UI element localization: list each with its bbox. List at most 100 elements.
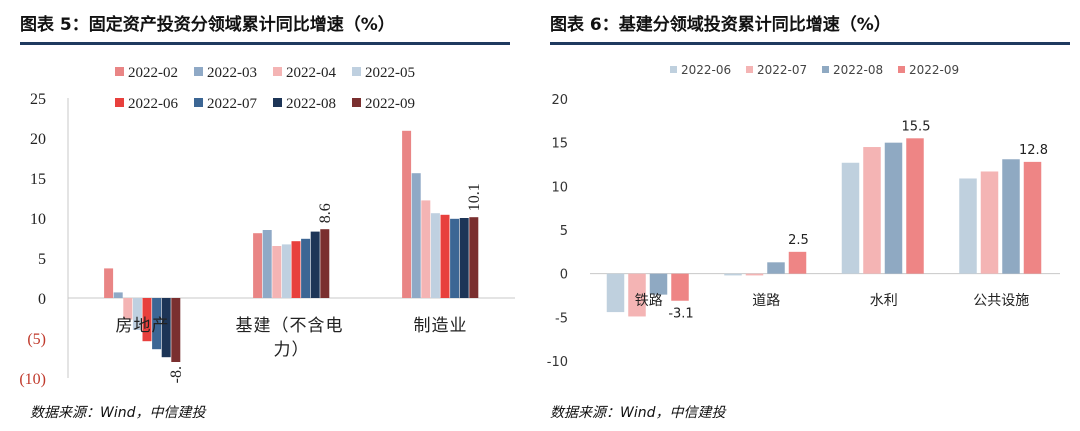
bar bbox=[291, 241, 301, 298]
bar bbox=[104, 268, 114, 298]
bar bbox=[421, 200, 431, 298]
bar bbox=[959, 178, 977, 274]
data-label: -3.1 bbox=[668, 307, 693, 322]
category-label: 道路 bbox=[752, 293, 780, 309]
bar bbox=[884, 142, 903, 274]
y-tick-label: 20 bbox=[30, 131, 46, 148]
bar bbox=[788, 251, 807, 274]
legend-swatch bbox=[352, 67, 361, 76]
bar bbox=[440, 214, 450, 298]
bar bbox=[649, 273, 668, 295]
y-tick-label: 25 bbox=[30, 91, 46, 108]
y-tick-label: 0 bbox=[38, 291, 46, 308]
y-tick-label: 15 bbox=[551, 137, 568, 152]
data-label: 10.1 bbox=[466, 183, 483, 211]
legend-swatch bbox=[898, 66, 905, 73]
bar bbox=[411, 173, 421, 298]
bar bbox=[863, 147, 881, 274]
bar bbox=[272, 246, 282, 298]
right-panel: 图表 6：基建分领域投资累计同比增速（%） 20 15 10 5 0 -5 -10 2022-… bbox=[540, 0, 1080, 431]
data-label: 15.5 bbox=[902, 119, 931, 134]
legend-label: 2022-04 bbox=[286, 65, 336, 81]
category-label: 基建（不含电 bbox=[236, 316, 344, 335]
data-label: -8. bbox=[168, 366, 185, 383]
left-chart: 25 20 15 10 5 0 (5) (10) 2022-02 2022-03 2022-04 20… bbox=[19, 65, 515, 388]
bar bbox=[161, 298, 171, 358]
bar bbox=[301, 238, 311, 298]
bar bbox=[142, 298, 152, 342]
legend-label: 2022-08 bbox=[833, 63, 883, 77]
bar bbox=[671, 273, 689, 301]
bar bbox=[606, 273, 625, 313]
y-tick-label: 10 bbox=[30, 211, 46, 228]
y-tick-label: 0 bbox=[560, 268, 568, 283]
legend-label: 2022-02 bbox=[128, 65, 178, 81]
data-label: 12.8 bbox=[1019, 143, 1048, 158]
bar bbox=[123, 298, 133, 320]
legend-label: 2022-07 bbox=[757, 63, 807, 77]
y-tick-label: (5) bbox=[27, 331, 46, 348]
bar bbox=[1002, 159, 1020, 274]
legend-label: 2022-05 bbox=[365, 65, 415, 81]
category-label: 公共设施 bbox=[973, 293, 1029, 309]
y-tick-label: (10) bbox=[19, 371, 46, 388]
bar bbox=[459, 218, 469, 298]
data-label: 2.5 bbox=[788, 233, 809, 248]
data-label: 8.6 bbox=[317, 203, 334, 223]
right-chart-title: 图表 6：基建分领域投资累计同比增速（%） bbox=[550, 15, 891, 35]
bar bbox=[320, 229, 330, 298]
y-tick-label: 5 bbox=[560, 224, 568, 239]
bar bbox=[113, 292, 123, 298]
legend-label: 2022-06 bbox=[128, 96, 178, 112]
bar bbox=[430, 213, 440, 298]
bar bbox=[262, 230, 272, 298]
left-title-rule bbox=[20, 42, 510, 45]
bar bbox=[310, 231, 320, 298]
category-label: 水利 bbox=[870, 293, 898, 309]
bar bbox=[152, 298, 162, 350]
legend-label: 2022-08 bbox=[286, 96, 336, 112]
bar bbox=[724, 273, 742, 276]
bar bbox=[745, 273, 764, 276]
legend-label: 2022-03 bbox=[207, 65, 257, 81]
bar bbox=[450, 218, 460, 298]
category-label: 铁路 bbox=[635, 293, 663, 309]
bar bbox=[469, 217, 479, 298]
legend-label: 2022-07 bbox=[207, 96, 257, 112]
bar bbox=[281, 244, 291, 298]
bar bbox=[906, 138, 924, 274]
legend-swatch bbox=[115, 98, 124, 107]
legend-swatch bbox=[194, 67, 203, 76]
legend-swatch bbox=[352, 98, 361, 107]
left-chart-title: 图表 5：固定资产投资分领域累计同比增速（%） bbox=[20, 15, 395, 35]
bar bbox=[132, 298, 142, 330]
y-tick-label: -10 bbox=[547, 355, 568, 370]
bar bbox=[767, 262, 785, 274]
legend-label: 2022-09 bbox=[909, 63, 959, 77]
bar bbox=[628, 273, 646, 317]
bar bbox=[171, 298, 181, 362]
legend-swatch bbox=[194, 98, 203, 107]
right-title-rule bbox=[550, 42, 1070, 45]
category-label: 力） bbox=[274, 340, 310, 359]
bar bbox=[980, 171, 999, 274]
category-label: 制造业 bbox=[414, 316, 468, 335]
y-tick-label: 10 bbox=[551, 180, 568, 195]
legend-swatch bbox=[273, 98, 282, 107]
legend-swatch bbox=[822, 66, 829, 73]
legend-label: 2022-09 bbox=[365, 96, 415, 112]
right-chart: 20 15 10 5 0 -5 -10 2022-06 2022-07 2022-08 2022-0… bbox=[547, 63, 1060, 370]
right-source: 数据来源：Wind，中信建投 bbox=[550, 405, 726, 421]
legend-swatch bbox=[746, 66, 753, 73]
y-tick-label: 5 bbox=[38, 251, 46, 268]
bar bbox=[1023, 161, 1042, 274]
bar bbox=[402, 130, 412, 298]
category-label: 房地产 bbox=[116, 316, 170, 335]
legend-swatch bbox=[115, 67, 124, 76]
y-tick-label: -5 bbox=[555, 311, 568, 326]
y-tick-label: 20 bbox=[551, 93, 568, 108]
left-panel: 图表 5：固定资产投资分领域累计同比增速（%） 25 20 15 10 5 0 (5) (10… bbox=[19, 15, 515, 421]
legend-swatch bbox=[670, 66, 677, 73]
left-source: 数据来源：Wind，中信建投 bbox=[30, 405, 206, 421]
bar bbox=[253, 233, 263, 298]
